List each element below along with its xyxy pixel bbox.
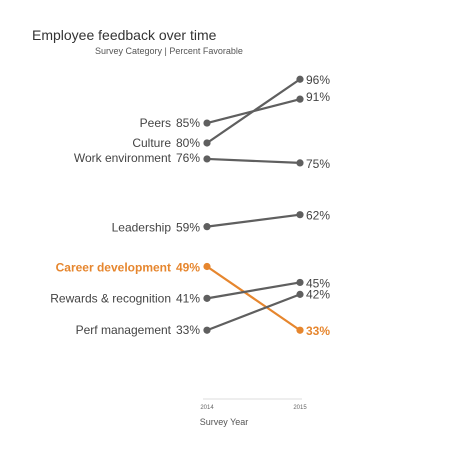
value-label-2014-perf-management: 33% [176, 323, 200, 337]
value-label-2015-work-environment: 75% [306, 157, 330, 171]
series-label-leadership: Leadership [112, 221, 172, 235]
value-label-2015-perf-management: 42% [306, 287, 330, 301]
x-tick-2015: 2015 [293, 405, 307, 411]
value-label-2014-career-development: 49% [176, 260, 200, 274]
series-line-work-environment [205, 157, 302, 164]
series-culture: Culture 80% 96% [132, 73, 330, 150]
point-2015-rewards-and-recognition [296, 278, 304, 287]
series-label-culture: Culture [132, 136, 171, 150]
series-leadership: Leadership 59% 62% [112, 209, 331, 235]
point-2015-career-development [296, 326, 304, 334]
series-line-rewards-and-recognition [205, 281, 302, 300]
point-2015-leadership [296, 211, 304, 219]
series-line-culture [205, 78, 302, 145]
series-work-environment: Work environment 76% 75% [74, 151, 331, 171]
point-2014-leadership [203, 223, 211, 231]
series-label-perf-management: Perf management [76, 323, 172, 337]
value-label-2015-peers: 91% [306, 90, 330, 104]
point-2014-culture [203, 139, 211, 147]
value-label-2015-leadership: 62% [306, 209, 330, 223]
point-2014-perf-management [203, 326, 211, 334]
series-label-rewards-and-recognition: Rewards & recognition [50, 291, 171, 305]
point-2014-peers [203, 119, 211, 127]
point-2015-perf-management [296, 290, 304, 298]
value-label-2014-peers: 85% [176, 116, 200, 130]
value-label-2014-rewards-and-recognition: 41% [176, 291, 200, 305]
point-2014-rewards-and-recognition [203, 294, 211, 302]
value-label-2015-culture: 96% [306, 73, 330, 87]
series-label-peers: Peers [140, 116, 171, 130]
series-rewards-and-recognition: Rewards & recognition 41% 45% [50, 276, 330, 305]
point-2014-career-development [203, 262, 211, 271]
series-line-perf-management [205, 293, 302, 332]
point-2014-work-environment [203, 155, 211, 163]
series-label-work-environment: Work environment [74, 151, 172, 165]
chart-subtitle: Survey Category | Percent Favorable [95, 46, 243, 56]
point-2015-work-environment [296, 159, 304, 167]
x-axis-label: Survey Year [200, 417, 249, 427]
value-label-2015-rewards-and-recognition: 45% [306, 276, 330, 290]
series-perf-management: Perf management 33% 42% [76, 287, 331, 337]
series-line-leadership [205, 213, 302, 228]
series-line-career-development [205, 265, 302, 332]
value-label-2014-work-environment: 76% [176, 151, 200, 165]
value-label-2014-leadership: 59% [176, 221, 200, 235]
series-peers: Peers 85% 91% [140, 90, 331, 130]
chart-title: Employee feedback over time [32, 27, 217, 43]
value-label-2015-career-development: 33% [306, 324, 330, 338]
x-tick-2014: 2014 [200, 405, 214, 411]
series-label-career-development: Career development [56, 260, 171, 274]
series-layer: Peers 85% 91% Culture 80% 96% Work environment… [50, 73, 330, 338]
value-label-2014-culture: 80% [176, 136, 200, 150]
point-2015-peers [296, 95, 304, 103]
point-2015-culture [296, 75, 304, 83]
series-career-development: Career development 49% 33% [56, 260, 331, 338]
